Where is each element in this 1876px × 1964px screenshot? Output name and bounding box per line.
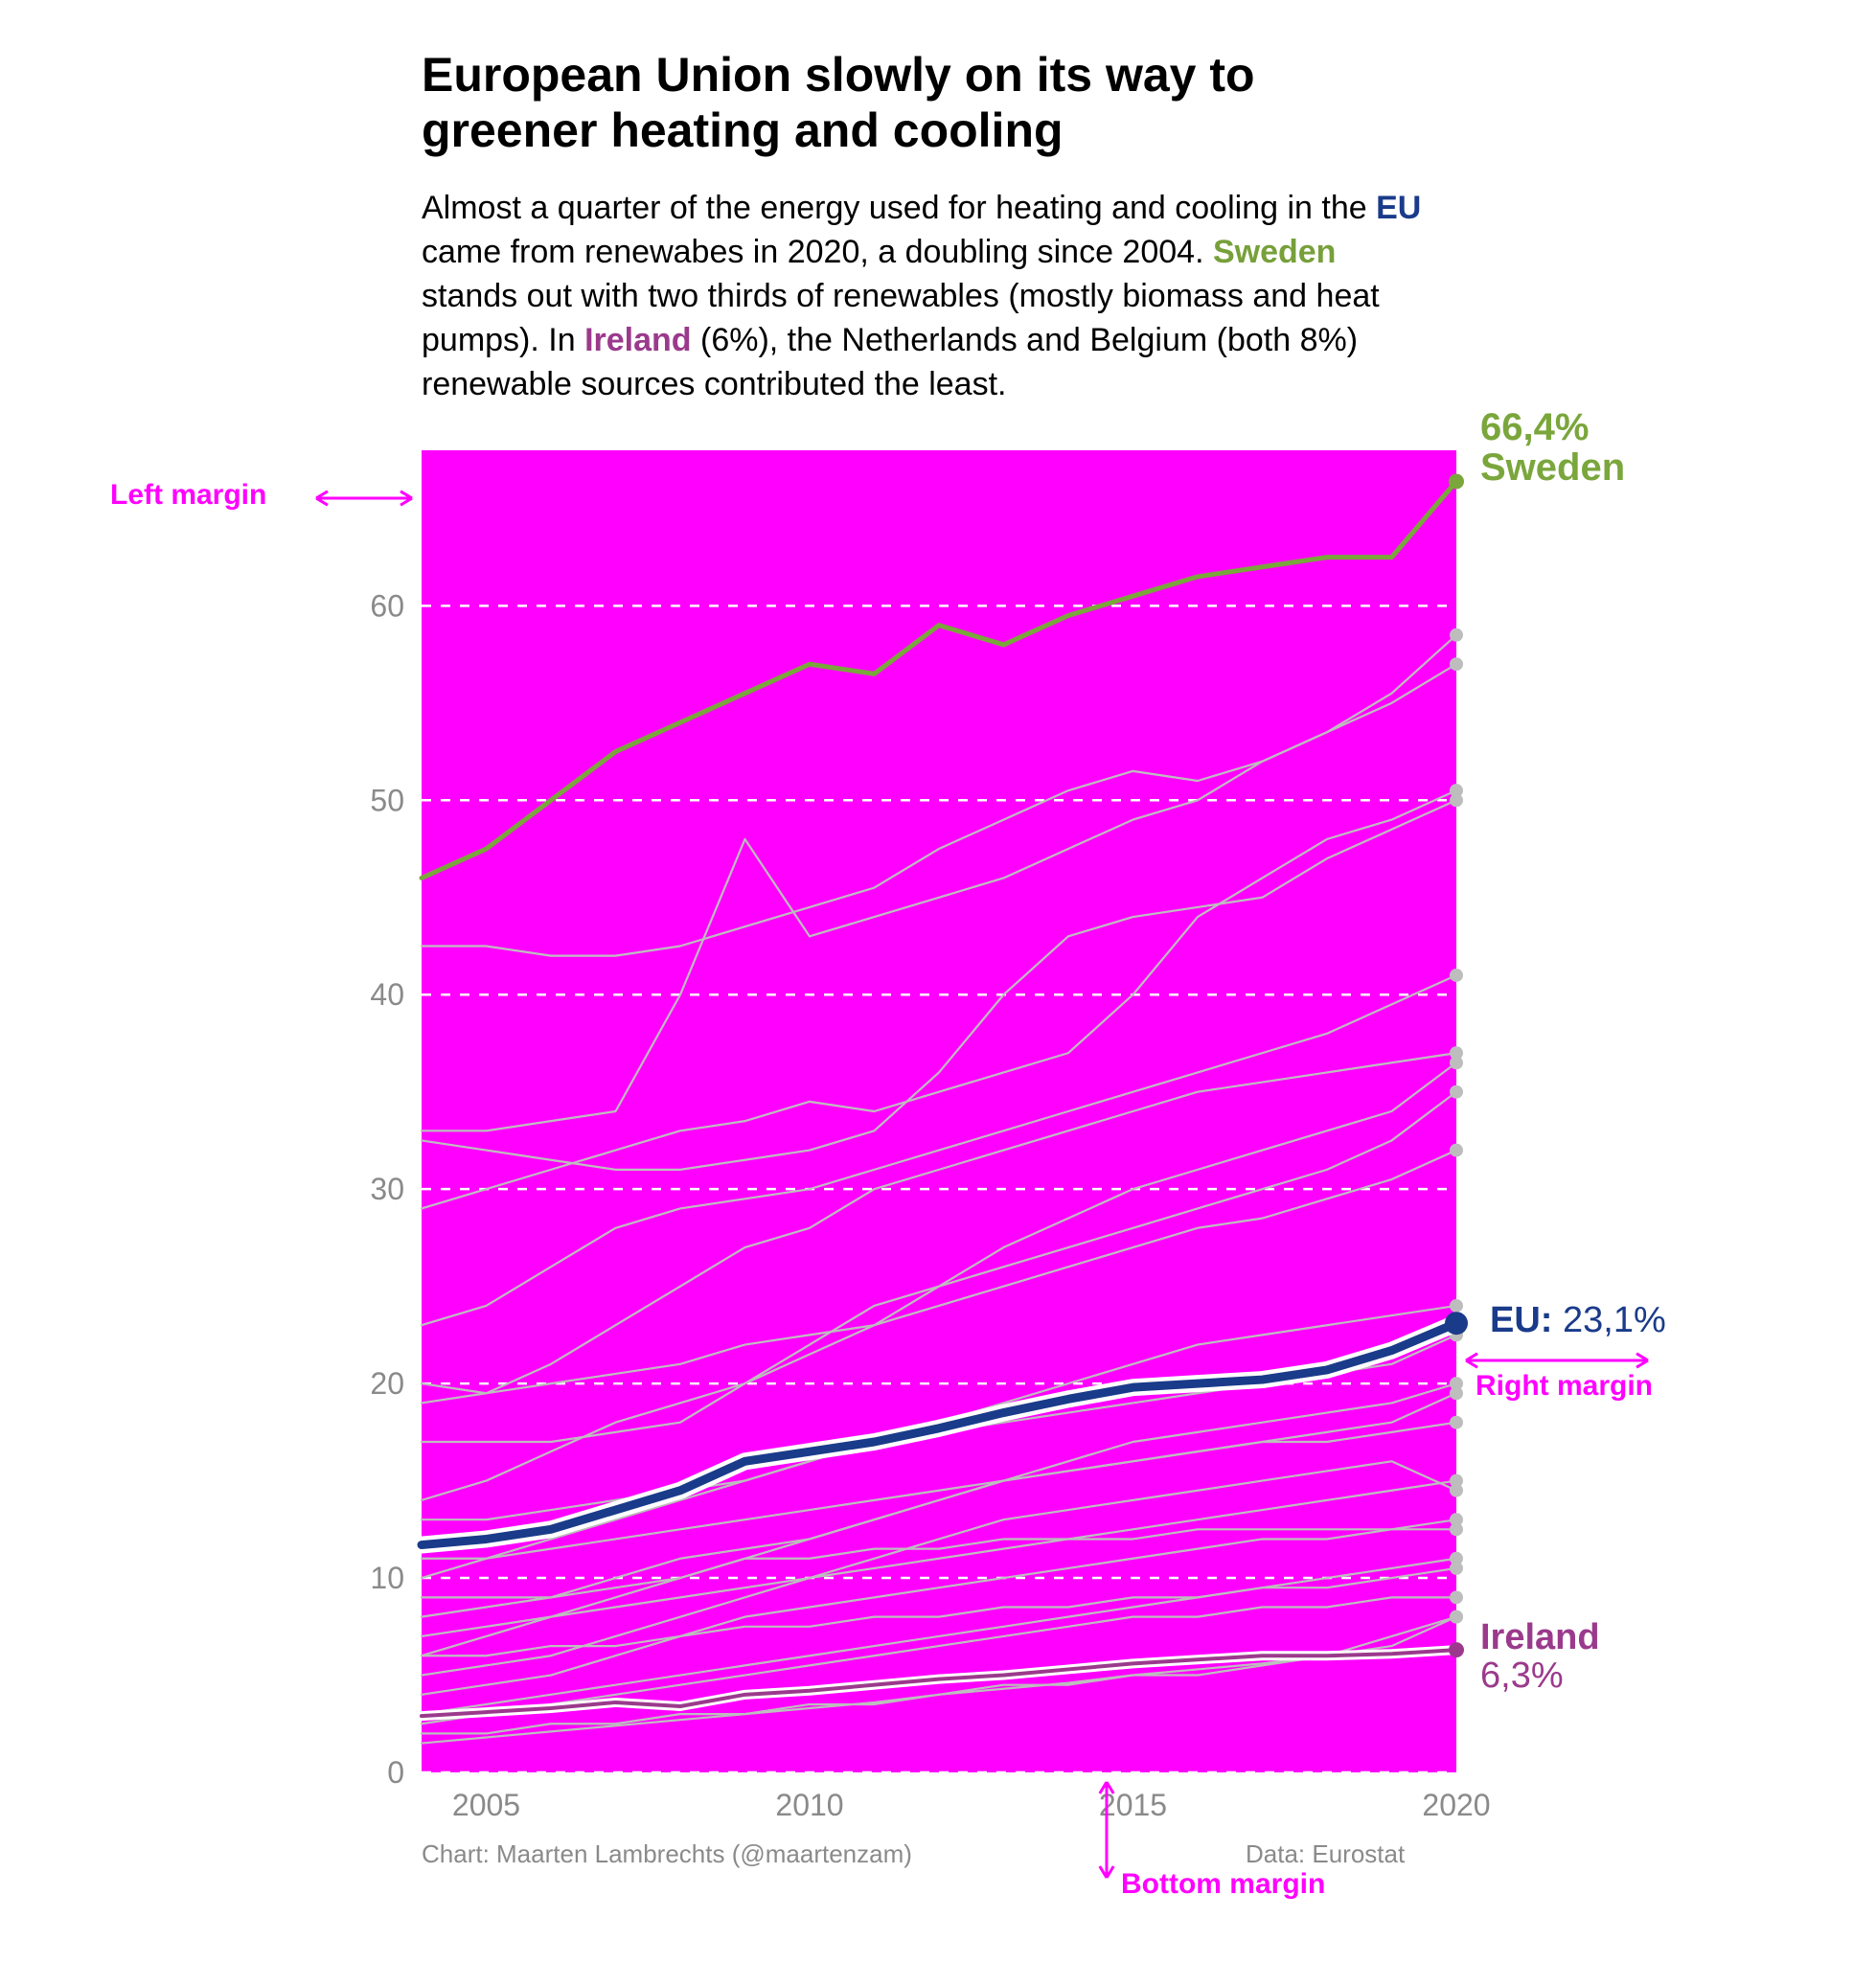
y-tick-label: 40 (370, 977, 404, 1012)
sweden-endpoint (1449, 473, 1464, 489)
ireland-endpoint (1449, 1642, 1464, 1657)
eu-name: EU: (1490, 1300, 1552, 1340)
background-series-endpoint (1450, 1562, 1463, 1575)
y-tick-label: 10 (370, 1561, 404, 1595)
x-tick-label: 2020 (1422, 1788, 1490, 1822)
eu-endpoint (1445, 1312, 1468, 1335)
background-series-endpoint (1450, 657, 1463, 671)
eu-value: 23,1% (1563, 1300, 1666, 1340)
sweden-value: 66,4% (1480, 406, 1589, 448)
background-series-endpoint (1450, 1590, 1463, 1604)
y-tick-label: 20 (370, 1366, 404, 1401)
background-series-endpoint (1450, 793, 1463, 807)
background-series-endpoint (1450, 628, 1463, 642)
background-series-endpoint (1450, 1386, 1463, 1400)
right-margin-label: Right margin (1476, 1370, 1653, 1403)
ireland-name: Ireland (1480, 1617, 1600, 1657)
plot-area (422, 450, 1456, 1772)
bottom-margin-label: Bottom margin (1121, 1868, 1325, 1901)
sweden-end-label: 66,4% Sweden (1480, 407, 1625, 488)
y-tick-label: 50 (370, 783, 404, 817)
y-tick-label: 30 (370, 1172, 404, 1206)
background-series-endpoint (1450, 1056, 1463, 1069)
background-series-endpoint (1450, 1474, 1463, 1488)
background-series-endpoint (1450, 1610, 1463, 1624)
eu-end-label: EU: 23,1% (1490, 1302, 1666, 1340)
left-margin-label: Left margin (110, 479, 266, 512)
background-series-endpoint (1450, 1522, 1463, 1536)
x-tick-label: 2015 (1099, 1788, 1167, 1822)
y-tick-label: 0 (387, 1755, 404, 1790)
y-tick-label: 60 (370, 588, 404, 623)
background-series-endpoint (1450, 1299, 1463, 1313)
x-tick-label: 2005 (452, 1788, 520, 1822)
background-series-endpoint (1450, 1416, 1463, 1429)
sweden-name: Sweden (1480, 446, 1625, 489)
ireland-end-label: Ireland 6,3% (1480, 1619, 1600, 1696)
background-series-endpoint (1450, 1085, 1463, 1099)
chart-credit-author: Chart: Maarten Lambrechts (@maartenzam) (422, 1839, 912, 1869)
x-tick-label: 2010 (775, 1788, 843, 1822)
background-series-endpoint (1450, 1144, 1463, 1157)
background-series-endpoint (1450, 969, 1463, 982)
right-margin-arrow (1466, 1354, 1648, 1367)
page: European Union slowly on its way to gree… (0, 0, 1876, 1964)
ireland-value: 6,3% (1480, 1656, 1564, 1696)
chart-credit-source: Data: Eurostat (1246, 1839, 1405, 1869)
left-margin-arrow (316, 491, 412, 505)
